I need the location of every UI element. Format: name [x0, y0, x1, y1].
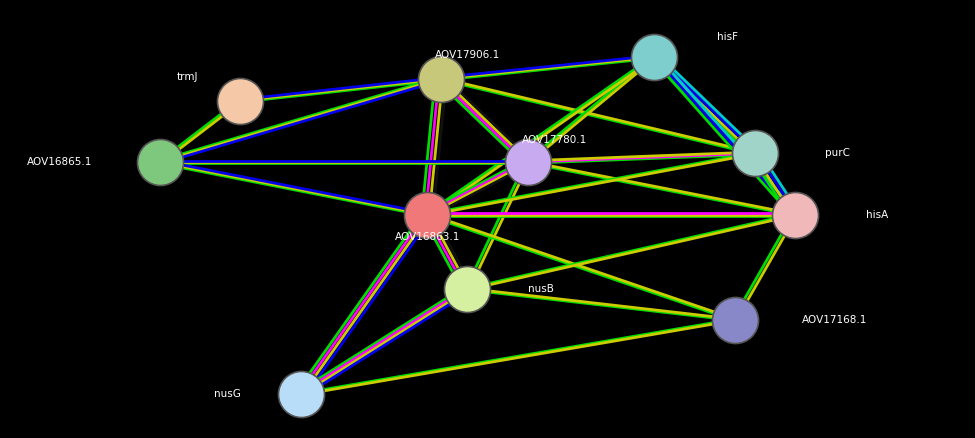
Point — [520, 159, 535, 166]
Point — [646, 53, 662, 60]
Text: AOV16863.1: AOV16863.1 — [395, 233, 460, 242]
Text: nusG: nusG — [214, 389, 241, 399]
Point — [726, 316, 742, 323]
Point — [233, 97, 249, 104]
Text: purC: purC — [825, 148, 850, 158]
Text: hisA: hisA — [867, 210, 888, 219]
Point — [152, 159, 168, 166]
Text: nusB: nusB — [528, 284, 554, 294]
Text: AOV17168.1: AOV17168.1 — [802, 315, 868, 325]
Text: hisF: hisF — [718, 32, 738, 42]
Text: AOV17780.1: AOV17780.1 — [522, 135, 587, 145]
Point — [292, 391, 308, 398]
Text: AOV16865.1: AOV16865.1 — [27, 157, 93, 167]
Point — [419, 211, 435, 218]
Point — [459, 286, 475, 293]
Text: trmJ: trmJ — [176, 72, 198, 81]
Point — [433, 75, 448, 82]
Point — [747, 150, 762, 157]
Point — [787, 211, 802, 218]
Text: AOV17906.1: AOV17906.1 — [435, 50, 500, 60]
